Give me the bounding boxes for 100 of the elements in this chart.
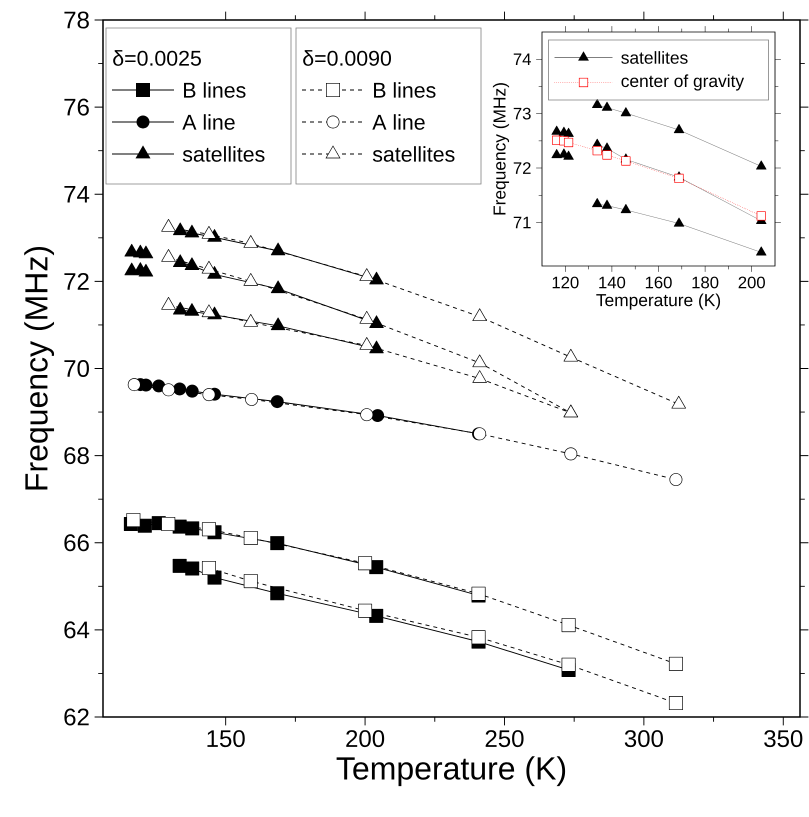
y-tick-label: 64 bbox=[64, 621, 90, 638]
y-tick-label: 70 bbox=[64, 360, 90, 377]
point bbox=[138, 246, 154, 258]
point bbox=[564, 348, 578, 362]
point bbox=[472, 370, 487, 383]
y-tick-label: 62 bbox=[64, 708, 89, 726]
y-axis-title: Frequency (MHz) bbox=[492, 83, 510, 215]
point bbox=[602, 150, 612, 160]
point bbox=[552, 126, 562, 135]
legend-label: satellites bbox=[621, 51, 688, 64]
point bbox=[672, 396, 686, 409]
point bbox=[128, 378, 141, 392]
point bbox=[472, 354, 487, 368]
point bbox=[270, 280, 286, 294]
legend-label: B lines bbox=[184, 82, 246, 98]
text: δ=0.0025 bbox=[113, 50, 202, 66]
point bbox=[138, 264, 154, 277]
y-tick-label: 73 bbox=[514, 108, 531, 120]
point bbox=[674, 218, 684, 227]
point bbox=[202, 226, 216, 239]
point bbox=[756, 246, 767, 256]
point bbox=[621, 156, 631, 166]
point bbox=[756, 160, 767, 170]
legend-label: satellites bbox=[372, 146, 455, 162]
legend-label: center of gravity bbox=[622, 74, 744, 91]
point bbox=[592, 98, 602, 108]
point bbox=[244, 235, 258, 248]
point bbox=[161, 296, 176, 310]
y-tick-label: 71 bbox=[514, 216, 531, 228]
x-tick-label: 140 bbox=[599, 276, 626, 288]
point bbox=[185, 561, 200, 576]
x-tick-label: 160 bbox=[646, 276, 672, 288]
point bbox=[472, 308, 487, 321]
legend-label: satellites bbox=[182, 146, 265, 162]
point bbox=[161, 517, 176, 532]
point bbox=[620, 204, 632, 214]
x-tick-label: 250 bbox=[486, 730, 524, 748]
y-tick-label: 68 bbox=[64, 447, 89, 464]
legend-label: B lines bbox=[374, 82, 436, 98]
point bbox=[756, 211, 766, 221]
point bbox=[562, 658, 576, 672]
point bbox=[563, 128, 574, 137]
point bbox=[202, 522, 216, 536]
point bbox=[202, 388, 216, 402]
y-tick-label: 78 bbox=[64, 11, 89, 28]
point bbox=[185, 521, 200, 536]
point bbox=[592, 146, 602, 156]
point bbox=[173, 254, 188, 267]
point bbox=[360, 268, 374, 281]
point bbox=[360, 337, 374, 350]
point bbox=[173, 222, 188, 236]
point bbox=[270, 536, 284, 550]
x-axis-title: Temperature (K) bbox=[596, 294, 720, 310]
point bbox=[270, 395, 284, 408]
y-tick-label: 72 bbox=[514, 162, 531, 174]
point bbox=[172, 558, 187, 573]
y-tick-label: 66 bbox=[64, 534, 89, 552]
y-tick-label: 72 bbox=[64, 272, 89, 290]
point bbox=[563, 150, 574, 160]
point bbox=[186, 384, 199, 398]
point bbox=[564, 138, 574, 148]
point bbox=[472, 630, 486, 644]
point bbox=[184, 224, 200, 238]
point bbox=[674, 174, 684, 183]
point bbox=[592, 198, 602, 208]
point bbox=[126, 513, 140, 528]
point bbox=[270, 317, 286, 330]
point bbox=[620, 107, 632, 116]
point bbox=[161, 249, 176, 262]
legend-label: A line bbox=[182, 114, 235, 130]
x-axis-title: Temperature (K) bbox=[336, 756, 566, 786]
point bbox=[270, 586, 284, 600]
x-tick-label: 300 bbox=[624, 730, 664, 748]
point bbox=[602, 102, 612, 111]
point bbox=[369, 272, 384, 284]
x-tick-label: 200 bbox=[346, 730, 384, 748]
text: δ=0.0090 bbox=[303, 50, 392, 66]
point bbox=[202, 304, 216, 318]
legend-label: A line bbox=[372, 114, 425, 130]
point bbox=[184, 257, 200, 270]
x-tick-label: 120 bbox=[552, 276, 579, 288]
y-tick-label: 76 bbox=[64, 98, 89, 116]
point bbox=[244, 314, 258, 327]
y-tick-label: 74 bbox=[64, 186, 90, 202]
x-tick-label: 150 bbox=[208, 730, 245, 748]
point bbox=[244, 273, 258, 286]
x-tick-label: 180 bbox=[692, 276, 718, 288]
point bbox=[173, 302, 188, 314]
point bbox=[674, 124, 684, 134]
point bbox=[360, 310, 374, 324]
x-tick-label: 200 bbox=[738, 276, 766, 288]
point bbox=[602, 200, 612, 209]
point bbox=[202, 260, 216, 274]
point bbox=[270, 242, 286, 256]
x-tick-label: 350 bbox=[764, 730, 802, 748]
point bbox=[161, 219, 176, 232]
point bbox=[184, 303, 200, 316]
point bbox=[369, 315, 384, 328]
y-tick-label: 74 bbox=[514, 53, 531, 65]
y-axis-title: Frequency (MHz) bbox=[24, 246, 54, 490]
